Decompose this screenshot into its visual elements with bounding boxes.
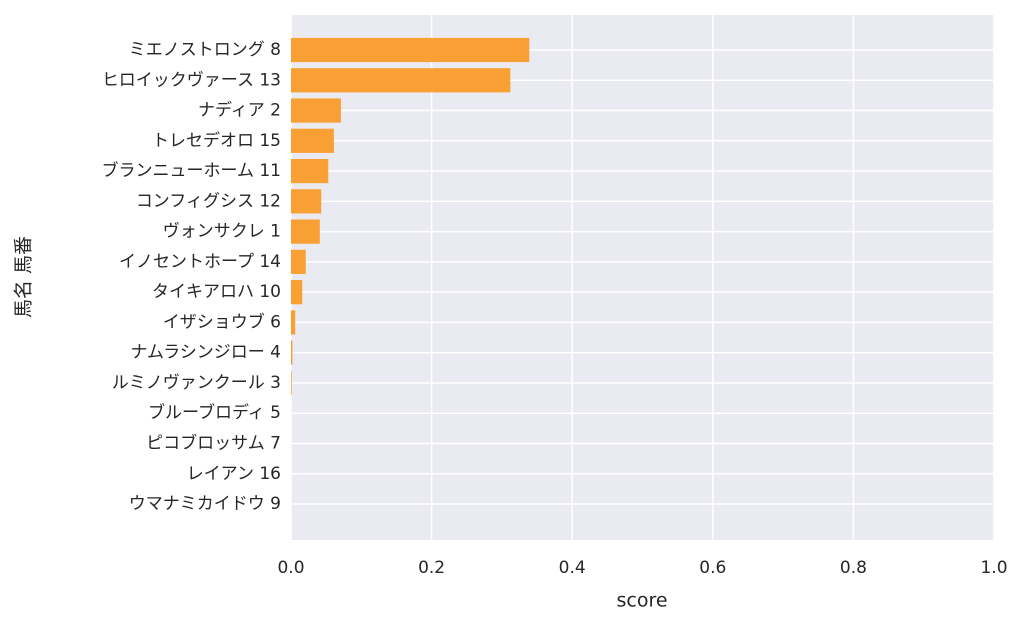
bar [291, 68, 511, 93]
y-tick-label: トレセデオロ 15 [152, 130, 281, 151]
bar [291, 310, 296, 335]
bar [291, 37, 530, 63]
bar [291, 128, 334, 153]
bar [291, 280, 303, 305]
y-tick-label: ブルーブロディ 5 [148, 402, 281, 423]
y-tick-label: ヒロイックヴァース 13 [102, 70, 281, 90]
x-tick-label: 0.0 [277, 558, 304, 578]
x-tick-label: 1.0 [980, 558, 1007, 578]
bar [291, 340, 293, 365]
y-tick-label: ナディア 2 [198, 100, 281, 121]
x-tick-label: 0.2 [418, 558, 445, 578]
x-tick-label: 0.8 [840, 558, 867, 578]
y-tick-label: ピコブロッサム 7 [146, 433, 281, 454]
y-tick-label: ナムラシンジロー 4 [130, 343, 281, 363]
bar [291, 370, 292, 396]
y-tick-label: ヴォンサクレ 1 [163, 222, 281, 242]
y-tick-label: コンフィグシス 12 [136, 191, 281, 211]
y-tick-label: ブランニューホーム 11 [101, 160, 281, 181]
x-tick-label: 0.4 [559, 558, 586, 578]
bar [291, 219, 320, 244]
x-tick-label: 0.6 [699, 558, 726, 578]
bar [291, 249, 306, 274]
bar [291, 158, 329, 184]
y-axis-title: 馬名 馬番 [13, 236, 35, 318]
y-tick-label: イザショウブ 6 [163, 311, 281, 332]
y-tick-label: レイアン 16 [187, 464, 281, 484]
y-tick-label: ルミノヴァンクール 3 [112, 373, 281, 393]
x-axis-title: score [616, 590, 667, 612]
y-tick-label: ウマナミカイドウ 9 [129, 494, 281, 514]
y-tick-label: タイキアロハ 10 [152, 282, 281, 302]
bar [291, 98, 341, 123]
y-tick-label: ミエノストロング 8 [129, 40, 281, 60]
bar [291, 189, 322, 214]
plot-background [291, 15, 994, 540]
y-tick-label: イノセントホープ 14 [119, 252, 281, 272]
